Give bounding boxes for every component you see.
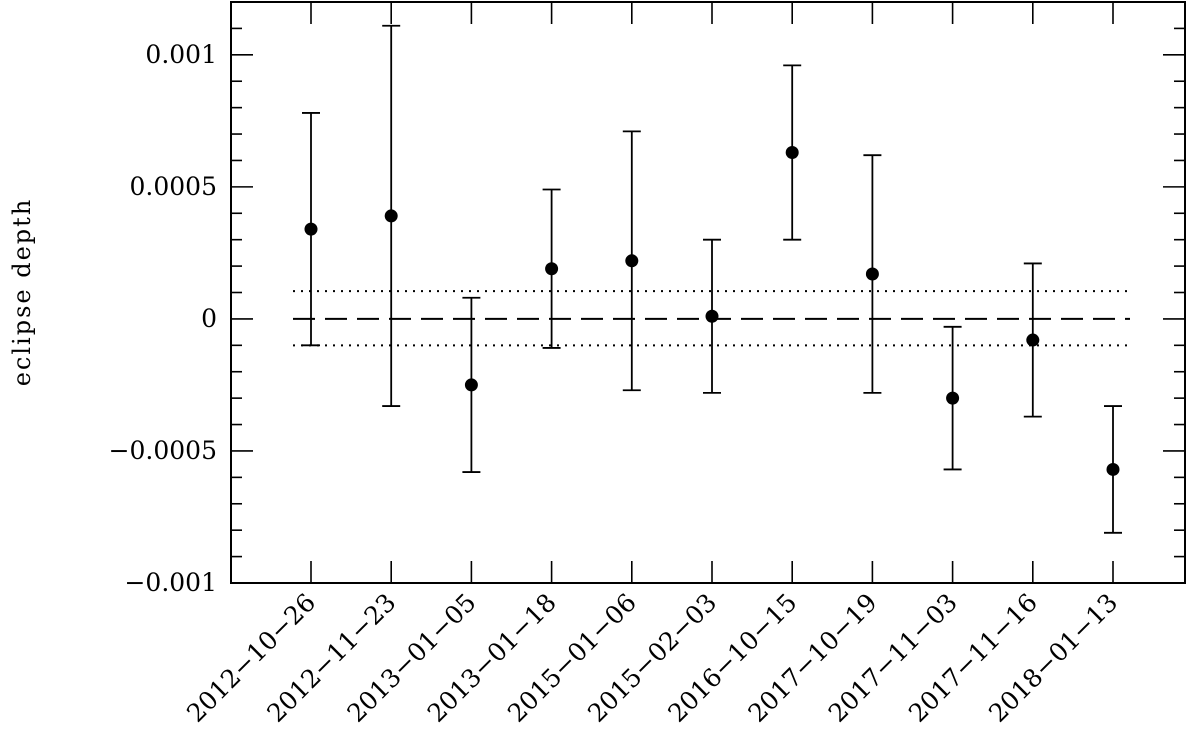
- data-point: [1026, 333, 1040, 347]
- y-tick-label: 0.0005: [130, 172, 217, 201]
- y-axis-title: eclipse depth: [8, 198, 36, 387]
- data-point: [865, 267, 879, 281]
- y-tick-label: 0.001: [145, 40, 217, 69]
- y-axis-ticks: −0.001 −0.0005 0 0.0005 0.001: [109, 1, 1185, 597]
- data-point: [545, 262, 559, 276]
- data-point: [705, 309, 719, 323]
- data-point: [1106, 462, 1120, 476]
- data-point: [625, 254, 639, 268]
- data-point: [464, 378, 478, 392]
- y-tick-label: −0.0005: [109, 436, 217, 465]
- data-point: [304, 222, 318, 236]
- data-point: [946, 391, 960, 405]
- y-tick-label: 0: [201, 304, 217, 333]
- data-marks: [302, 24, 1122, 534]
- x-axis-ticks: 2012−10−262012−11−232013−01−052013−01−18…: [181, 2, 1123, 728]
- data-point: [384, 209, 398, 223]
- y-tick-label: −0.001: [124, 568, 217, 597]
- data-point: [785, 146, 799, 160]
- plot-frame: [230, 1, 1186, 584]
